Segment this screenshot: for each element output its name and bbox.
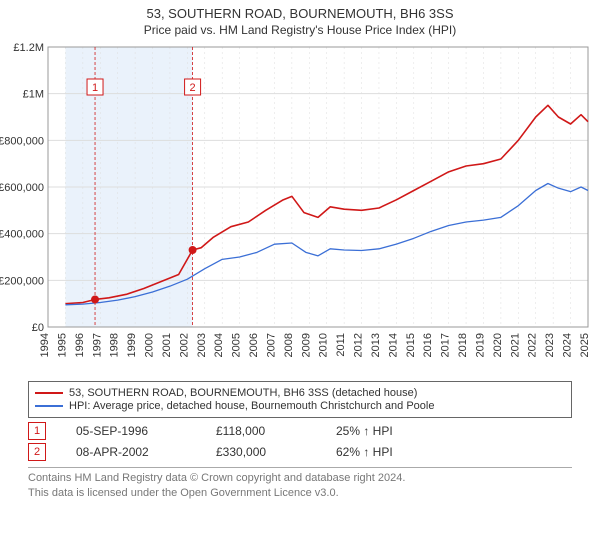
event-date: 08-APR-2002 [76, 445, 186, 459]
event-date: 05-SEP-1996 [76, 424, 186, 438]
legend: 53, SOUTHERN ROAD, BOURNEMOUTH, BH6 3SS … [28, 381, 572, 418]
legend-swatch [35, 405, 63, 407]
footer: Contains HM Land Registry data © Crown c… [28, 471, 572, 501]
title-line-1: 53, SOUTHERN ROAD, BOURNEMOUTH, BH6 3SS [0, 6, 600, 21]
x-tick-label: 2002 [178, 333, 190, 357]
flag-label: 2 [190, 82, 196, 94]
y-tick-label: £0 [32, 322, 44, 334]
x-tick-label: 1997 [91, 333, 103, 357]
legend-label: 53, SOUTHERN ROAD, BOURNEMOUTH, BH6 3SS … [69, 387, 417, 399]
price-chart: £0 £200,000 £400,000 £600,000 £800,000 £1M £1.… [0, 37, 600, 377]
event-price: £330,000 [216, 445, 306, 459]
x-tick-label: 2001 [161, 333, 173, 357]
x-tick-label: 2000 [144, 333, 156, 357]
x-tick-label: 2019 [474, 333, 486, 357]
title-block: 53, SOUTHERN ROAD, BOURNEMOUTH, BH6 3SS … [0, 0, 600, 37]
x-tick-label: 1996 [74, 333, 86, 357]
x-tick-label: 2015 [405, 333, 417, 357]
x-tick-label: 2017 [440, 333, 452, 357]
event-pct: 25% ↑ HPI [336, 424, 436, 438]
title-line-2: Price paid vs. HM Land Registry's House … [0, 23, 600, 37]
separator [28, 467, 572, 468]
x-tick-label: 2023 [544, 333, 556, 357]
x-tick-label: 2020 [492, 333, 504, 357]
x-tick-label: 2007 [265, 333, 277, 357]
y-tick-label: £800,000 [0, 135, 44, 147]
x-tick-label: 2010 [318, 333, 330, 357]
event-row: 1 05-SEP-1996 £118,000 25% ↑ HPI [28, 422, 572, 440]
x-tick-label: 2005 [231, 333, 243, 357]
x-tick-label: 1995 [56, 333, 68, 357]
event-badge: 2 [28, 443, 46, 461]
x-tick-label: 1998 [109, 333, 121, 357]
legend-label: HPI: Average price, detached house, Bour… [69, 400, 434, 412]
event-badge: 1 [28, 422, 46, 440]
x-tick-label: 2016 [422, 333, 434, 357]
y-tick-label: £600,000 [0, 182, 44, 194]
x-tick-label: 2018 [457, 333, 469, 357]
x-tick-label: 2012 [353, 333, 365, 357]
legend-item: 53, SOUTHERN ROAD, BOURNEMOUTH, BH6 3SS … [35, 387, 565, 399]
x-tick-label: 2021 [509, 333, 521, 357]
x-tick-label: 2013 [370, 333, 382, 357]
y-tick-label: £200,000 [0, 275, 44, 287]
x-tick-label: 2024 [562, 333, 574, 357]
x-tick-label: 2011 [335, 333, 347, 357]
y-tick-label: £1.2M [13, 42, 44, 54]
x-tick-label: 2003 [196, 333, 208, 357]
footer-line-2: This data is licensed under the Open Gov… [28, 486, 572, 501]
legend-item: HPI: Average price, detached house, Bour… [35, 400, 565, 412]
x-tick-label: 2008 [283, 333, 295, 357]
x-tick-label: 2009 [300, 333, 312, 357]
x-tick-label: 1999 [126, 333, 138, 357]
y-tick-label: £1M [23, 89, 44, 101]
event-row: 2 08-APR-2002 £330,000 62% ↑ HPI [28, 443, 572, 461]
flag-label: 1 [92, 82, 98, 94]
footer-line-1: Contains HM Land Registry data © Crown c… [28, 471, 572, 486]
legend-swatch [35, 392, 63, 394]
event-pct: 62% ↑ HPI [336, 445, 436, 459]
x-tick-label: 2014 [387, 333, 399, 357]
x-tick-label: 2025 [579, 333, 591, 357]
y-tick-label: £400,000 [0, 229, 44, 241]
x-tick-label: 2004 [213, 333, 225, 357]
event-list: 1 05-SEP-1996 £118,000 25% ↑ HPI 2 08-APR-200… [28, 422, 572, 461]
x-tick-label: 2006 [248, 333, 260, 357]
x-tick-label: 1994 [39, 333, 51, 357]
event-price: £118,000 [216, 424, 306, 438]
x-tick-label: 2022 [527, 333, 539, 357]
